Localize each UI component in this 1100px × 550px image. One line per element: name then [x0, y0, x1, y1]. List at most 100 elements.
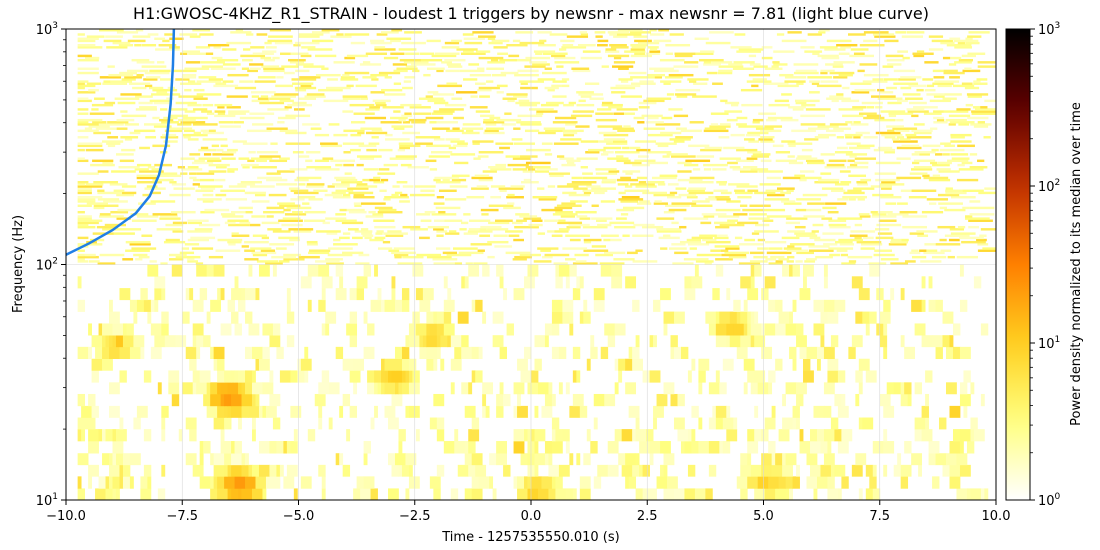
- heatmap-cell: [440, 358, 445, 371]
- heatmap-cell: [761, 453, 773, 466]
- heatmap-cell: [381, 382, 385, 395]
- heatmap-cell: [632, 234, 654, 237]
- heatmap-cell: [142, 193, 150, 197]
- heatmap-cell: [427, 91, 439, 94]
- heatmap-cell: [716, 181, 728, 184]
- heatmap-cell: [925, 393, 929, 407]
- heatmap-cell: [307, 243, 318, 246]
- heatmap-cell: [163, 140, 178, 143]
- heatmap-cell: [134, 168, 149, 171]
- heatmap-cell: [192, 382, 197, 395]
- heatmap-cell: [243, 48, 251, 51]
- heatmap-cell: [352, 236, 363, 240]
- heatmap-cell: [527, 476, 532, 489]
- heatmap-cell: [902, 93, 921, 96]
- heatmap-cell: [885, 202, 897, 205]
- heatmap-cell: [730, 133, 745, 137]
- heatmap-cell: [603, 133, 629, 137]
- heatmap-cell: [705, 240, 731, 244]
- heatmap-cell: [290, 198, 305, 201]
- heatmap-cell: [131, 219, 157, 222]
- heatmap-cell: [714, 245, 740, 248]
- heatmap-cell: [118, 166, 140, 169]
- heatmap-cell: [847, 255, 873, 259]
- heatmap-cell: [95, 346, 103, 360]
- heatmap-cell: [340, 78, 359, 81]
- heatmap-cell: [182, 382, 194, 395]
- heatmap-cell: [634, 52, 645, 55]
- heatmap-cell: [698, 417, 703, 430]
- heatmap-cell: [848, 198, 856, 201]
- heatmap-cell: [86, 35, 105, 38]
- heatmap-cell: [574, 253, 589, 257]
- heatmap-cell: [77, 191, 92, 195]
- heatmap-cell: [160, 174, 182, 178]
- heatmap-cell: [463, 50, 474, 53]
- heatmap-cell: [653, 193, 675, 197]
- heatmap-cell: [607, 464, 619, 477]
- heatmap-cell: [77, 136, 89, 139]
- heatmap-cell: [938, 170, 960, 173]
- heatmap-cell: [625, 453, 637, 466]
- heatmap-cell: [579, 276, 584, 289]
- heatmap-cell: [206, 311, 211, 324]
- heatmap-cell: [610, 238, 622, 242]
- heatmap-cell: [443, 276, 448, 289]
- heatmap-cell: [143, 78, 158, 81]
- heatmap-cell: [929, 161, 938, 165]
- heatmap-cell: [369, 178, 381, 182]
- heatmap-cell: [582, 172, 593, 175]
- heatmap-cell: [261, 221, 280, 225]
- heatmap-cell: [636, 202, 652, 205]
- heatmap-cell: [874, 172, 896, 175]
- heatmap-cell: [342, 193, 351, 197]
- heatmap-cell: [187, 219, 209, 222]
- heatmap-cell: [210, 453, 215, 466]
- heatmap-cell: [212, 153, 234, 156]
- heatmap-cell: [800, 123, 826, 126]
- heatmap-cell: [585, 151, 600, 154]
- heatmap-cell: [764, 429, 769, 442]
- heatmap-cell: [971, 112, 996, 115]
- heatmap-cell: [252, 166, 277, 169]
- heatmap-cell: [675, 88, 701, 92]
- heatmap-cell: [688, 181, 714, 184]
- heatmap-cell: [240, 54, 266, 58]
- heatmap-cell: [184, 243, 200, 246]
- heatmap-cell: [112, 41, 131, 45]
- heatmap-cell: [434, 101, 449, 105]
- heatmap-cell: [705, 488, 713, 500]
- heatmap-cell: [436, 311, 445, 324]
- heatmap-cell: [858, 382, 863, 395]
- heatmap-cell: [698, 358, 710, 371]
- heatmap-cell: [871, 215, 897, 218]
- heatmap-cell: [616, 155, 624, 158]
- heatmap-cell: [443, 311, 452, 324]
- heatmap-cell: [433, 262, 455, 265]
- heatmap-cell: [875, 228, 890, 231]
- heatmap-cell: [563, 133, 575, 137]
- heatmap-cell: [576, 91, 594, 94]
- heatmap-cell: [335, 189, 354, 193]
- heatmap-cell: [454, 262, 463, 265]
- heatmap-cell: [280, 52, 291, 55]
- heatmap-cell: [252, 417, 256, 430]
- heatmap-cell: [834, 183, 850, 186]
- heatmap-cell: [122, 476, 131, 489]
- heatmap-cell: [734, 191, 753, 195]
- heatmap-cell: [878, 146, 893, 150]
- heatmap-cell: [901, 238, 909, 242]
- heatmap-cell: [189, 153, 201, 156]
- heatmap-cell: [241, 488, 253, 500]
- heatmap-cell: [648, 46, 659, 49]
- heatmap-cell: [531, 429, 535, 442]
- heatmap-cell: [828, 159, 847, 163]
- heatmap-cell: [488, 204, 514, 207]
- heatmap-cell: [379, 189, 387, 193]
- heatmap-cell: [203, 441, 211, 454]
- heatmap-cell: [210, 299, 222, 312]
- heatmap-cell: [630, 54, 653, 58]
- heatmap-cell: [736, 116, 748, 120]
- heatmap-cell: [705, 41, 731, 45]
- heatmap-cell: [616, 33, 642, 36]
